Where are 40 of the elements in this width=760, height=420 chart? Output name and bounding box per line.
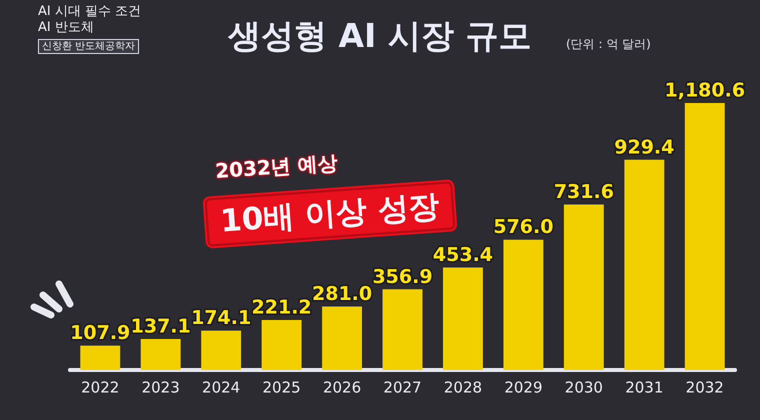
data-label: 1,180.6	[664, 80, 746, 102]
data-label: 453.4	[432, 244, 494, 266]
data-label: 281.0	[312, 282, 372, 305]
x-tick-label: 2026	[322, 378, 362, 396]
data-label: 174.1	[191, 307, 252, 330]
chart-title: 생성형 AI 시장 규모	[228, 16, 532, 55]
text: AI 반도체	[38, 20, 94, 36]
data-label: 356.9	[372, 266, 433, 288]
data-label: 731.6	[554, 181, 614, 204]
data-label: 137.1	[130, 315, 191, 338]
bar	[684, 103, 725, 370]
bar	[624, 160, 664, 370]
x-tick-label: 2031	[625, 378, 664, 396]
x-tick-label: 2025	[262, 378, 301, 396]
bar	[503, 240, 544, 370]
data-label: 929.4	[614, 136, 674, 158]
text: AI 시대 필수 조건	[38, 4, 142, 20]
x-tick-label: 2022	[81, 378, 120, 396]
x-tick-label: 2024	[202, 378, 240, 396]
bar	[382, 289, 422, 370]
text: 신창환 반도체공학자	[38, 39, 140, 54]
x-tick-label: 2030	[564, 378, 603, 396]
bar	[140, 338, 181, 370]
annotation: 10배 이상 성장	[219, 188, 441, 240]
chart-subtitle: (단위 : 억 달러)	[566, 37, 651, 52]
data-label: 576.0	[493, 216, 554, 238]
bar	[80, 346, 120, 370]
x-tick-label: 2028	[444, 378, 482, 396]
data-label: 107.9	[70, 322, 130, 344]
bar	[262, 320, 302, 370]
bar	[322, 306, 362, 370]
bar	[564, 204, 604, 370]
bar	[201, 330, 242, 370]
data-label: 221.2	[252, 296, 312, 318]
annotation: 2032년 예상	[214, 150, 338, 183]
x-tick-label: 2023	[142, 378, 180, 396]
x-tick-label: 2029	[504, 378, 543, 396]
x-tick-label: 2032	[686, 378, 724, 396]
x-tick-label: 2027	[383, 378, 422, 396]
bar	[443, 267, 483, 370]
